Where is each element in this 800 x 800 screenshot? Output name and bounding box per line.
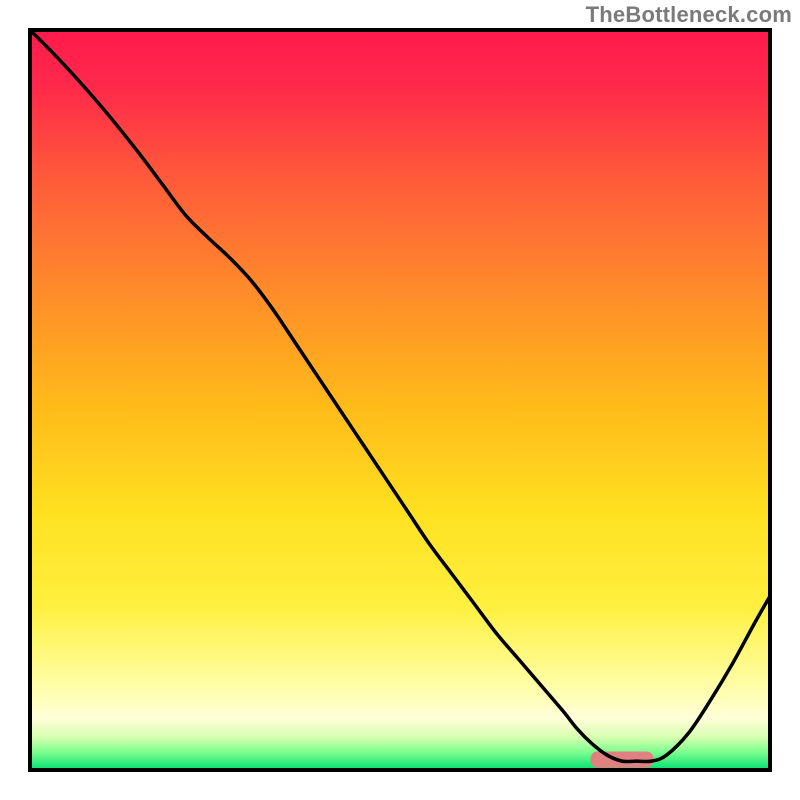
bottleneck-chart [0, 0, 800, 800]
watermark-text: TheBottleneck.com [586, 2, 792, 28]
gradient-background [30, 30, 770, 770]
chart-container: TheBottleneck.com [0, 0, 800, 800]
